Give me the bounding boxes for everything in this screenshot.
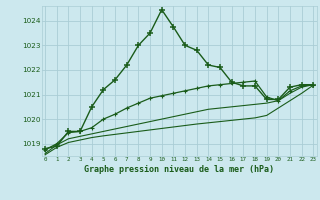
X-axis label: Graphe pression niveau de la mer (hPa): Graphe pression niveau de la mer (hPa) — [84, 165, 274, 174]
